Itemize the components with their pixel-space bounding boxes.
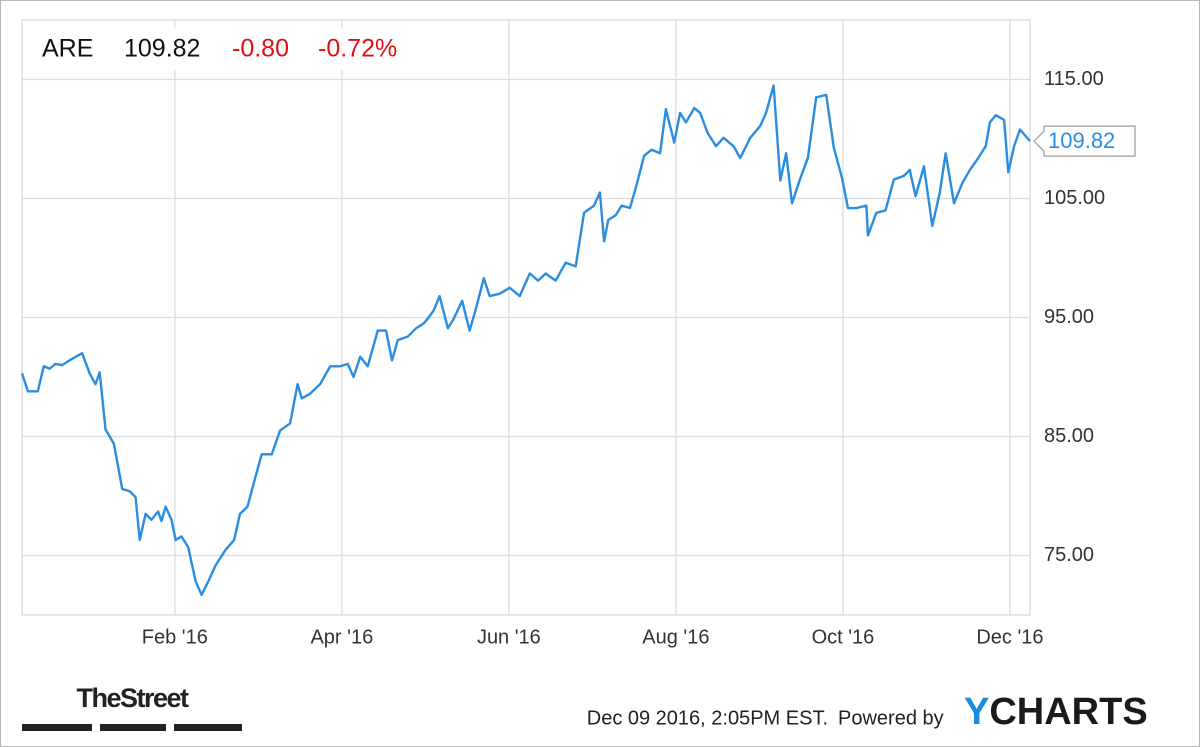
ticker: ARE [42, 35, 93, 63]
price-line [20, 84, 1031, 596]
plot-area [21, 19, 1031, 616]
last-value-box [1033, 125, 1136, 157]
x-tick-label: Jun '16 [477, 626, 541, 648]
x-tick-label: Oct '16 [812, 626, 875, 648]
logo-bar [22, 724, 92, 731]
logo-bar [100, 724, 166, 731]
last-value-label: 109.82 [1048, 128, 1115, 153]
header-box [28, 28, 432, 70]
timestamp: Dec 09 2016, 2:05PM EST. [587, 707, 828, 729]
y-tick-label: 105.00 [1044, 187, 1105, 209]
y-tick-label: 115.00 [1044, 68, 1104, 90]
change-percent: -0.72% [318, 35, 397, 63]
x-tick-label: Dec '16 [976, 626, 1043, 648]
x-tick-label: Feb '16 [142, 626, 208, 648]
source-logo: TheStreet [76, 683, 189, 713]
x-tick-label: Apr '16 [310, 626, 373, 648]
y-tick-label: 85.00 [1044, 425, 1094, 447]
y-tick-label: 75.00 [1044, 544, 1094, 566]
change: -0.80 [232, 35, 289, 63]
logo-bar [174, 724, 242, 731]
price: 109.82 [124, 35, 200, 63]
powered-by: Powered by [838, 707, 944, 729]
x-tick-label: Aug '16 [642, 626, 709, 648]
y-tick-label: 95.00 [1044, 306, 1094, 328]
plot [20, 84, 1031, 596]
brand-logo: YCHARTS [964, 691, 1148, 733]
